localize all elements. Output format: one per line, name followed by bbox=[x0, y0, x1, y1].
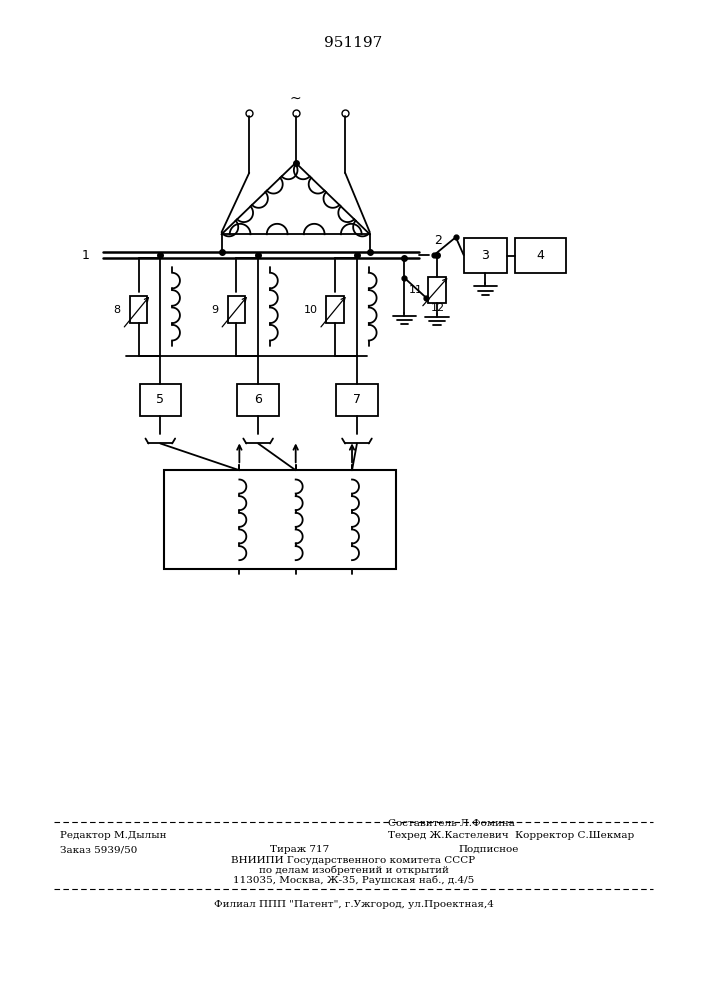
Text: ВНИИПИ Государственного комитета СССР: ВНИИПИ Государственного комитета СССР bbox=[231, 856, 476, 865]
Text: Техред Ж.Кастелевич  Корректор С.Шекмар: Техред Ж.Кастелевич Корректор С.Шекмар bbox=[388, 831, 635, 840]
Text: 2: 2 bbox=[434, 234, 442, 247]
Bar bbox=[164, 470, 397, 569]
Text: ~: ~ bbox=[290, 91, 301, 105]
Text: Подписное: Подписное bbox=[458, 845, 519, 854]
Text: 951197: 951197 bbox=[324, 36, 382, 50]
Text: 9: 9 bbox=[211, 305, 218, 315]
Text: 7: 7 bbox=[353, 393, 361, 406]
Text: Заказ 5939/50: Заказ 5939/50 bbox=[60, 845, 137, 854]
Text: 113035, Москва, Ж-35, Раушская наб., д.4/5: 113035, Москва, Ж-35, Раушская наб., д.4… bbox=[233, 876, 474, 885]
Bar bbox=[228, 296, 245, 323]
Text: 1: 1 bbox=[81, 249, 89, 262]
Bar bbox=[337, 384, 378, 416]
Text: Составитель Л.Фомина: Составитель Л.Фомина bbox=[388, 819, 515, 828]
Text: 3: 3 bbox=[481, 249, 489, 262]
Bar bbox=[129, 296, 148, 323]
Text: 11: 11 bbox=[409, 285, 423, 295]
Text: 12: 12 bbox=[431, 303, 445, 313]
Text: 6: 6 bbox=[255, 393, 262, 406]
Text: Редактор М.Дылын: Редактор М.Дылын bbox=[60, 831, 167, 840]
Text: Филиал ППП "Патент", г.Ужгород, ул.Проектная,4: Филиал ППП "Патент", г.Ужгород, ул.Проек… bbox=[214, 900, 493, 909]
Text: 4: 4 bbox=[537, 249, 544, 262]
Bar bbox=[515, 238, 566, 273]
Text: по делам изобретений и открытий: по делам изобретений и открытий bbox=[259, 866, 448, 875]
Text: Тираж 717: Тираж 717 bbox=[269, 845, 329, 854]
Bar bbox=[464, 238, 507, 273]
Bar bbox=[238, 384, 279, 416]
Bar bbox=[428, 277, 446, 303]
Bar bbox=[327, 296, 344, 323]
Bar bbox=[139, 384, 181, 416]
Text: 10: 10 bbox=[303, 305, 317, 315]
Text: 8: 8 bbox=[114, 305, 121, 315]
Text: 5: 5 bbox=[156, 393, 164, 406]
